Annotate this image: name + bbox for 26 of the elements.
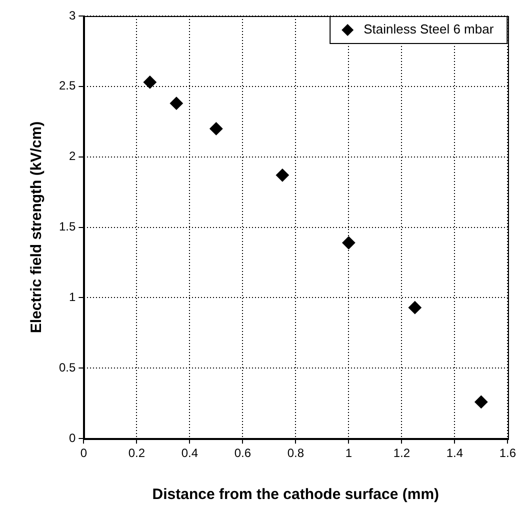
point: [276, 168, 289, 182]
x-tick-label: 0.4: [181, 446, 198, 460]
point: [170, 96, 183, 110]
x-axis-title: Distance from the cathode surface (mm): [152, 486, 440, 504]
x-tick-label: 0.8: [287, 446, 304, 460]
y-axis-title: Electric field strength (kV/cm): [28, 121, 46, 334]
x-tick-label: 0: [80, 446, 88, 460]
y-tick-label: 1: [68, 290, 76, 304]
point: [210, 122, 223, 136]
x-tick-label: 1.6: [499, 446, 516, 460]
y-tick-label: 2.5: [58, 78, 76, 93]
point: [342, 236, 356, 250]
x-tick-label: 1: [345, 446, 352, 460]
x-tick-label: 1.2: [393, 446, 410, 460]
y-tick-label: 0: [68, 430, 76, 445]
y-tick-label: 1.5: [58, 220, 76, 234]
point: [408, 301, 422, 314]
legend-label: Stainless Steel 6 mbar: [364, 22, 494, 37]
y-tick-label: 0.5: [58, 360, 76, 374]
point: [474, 395, 488, 408]
point: [143, 76, 156, 89]
x-tick-label: 0.2: [128, 446, 146, 460]
x-tick-label: 0.6: [234, 446, 252, 460]
y-tick-label: 3: [68, 8, 76, 22]
x-tick-label: 1.4: [446, 446, 464, 460]
y-tick-label: 2: [68, 149, 76, 164]
